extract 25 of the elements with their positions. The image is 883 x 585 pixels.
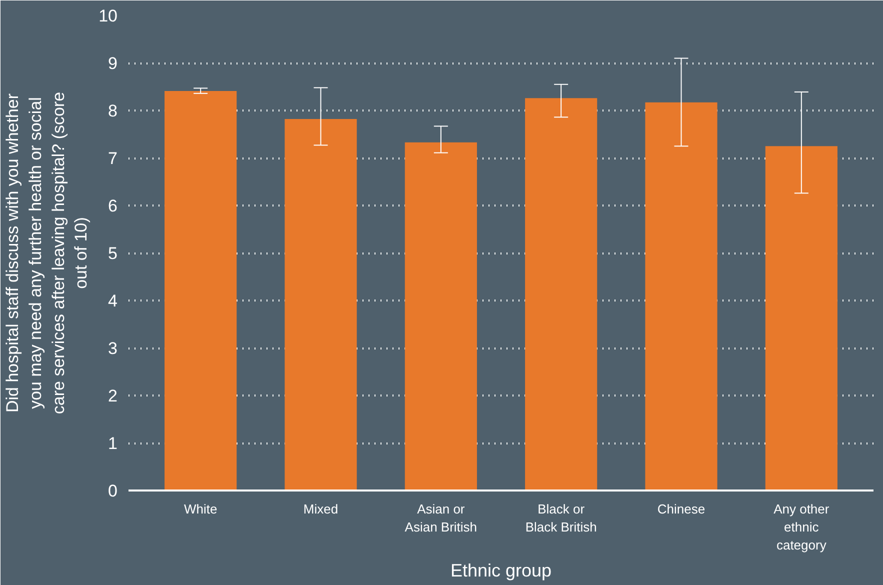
- y-tick-label: 0: [108, 482, 118, 500]
- bar: [404, 142, 477, 490]
- y-tick-label: 1: [108, 434, 118, 453]
- x-tick-label: Mixed: [303, 502, 338, 516]
- bar: [765, 146, 838, 490]
- y-tick-label: 10: [98, 6, 118, 26]
- y-tick-label: 2: [108, 386, 118, 406]
- x-tick-label: Asian or Asian British: [404, 502, 478, 534]
- x-axis-title: Ethnic group: [450, 560, 552, 580]
- y-axis-title: Did hospital staff discuss with you whether you may need any further health or social care services after leaving hospital? (score out of 10): [3, 92, 91, 414]
- y-tick-label: 4: [108, 292, 118, 310]
- bar: [525, 98, 598, 490]
- y-tick-label: 8: [108, 102, 118, 120]
- y-tick-label: 5: [108, 244, 118, 263]
- y-tick-label: 6: [108, 196, 118, 216]
- y-tick-label: 9: [108, 54, 118, 73]
- y-tick-label: 3: [108, 339, 118, 358]
- y-tick-label: 7: [108, 149, 118, 168]
- x-tick-label: Chinese: [657, 502, 706, 516]
- bar: [284, 119, 357, 490]
- bar: [645, 102, 718, 490]
- x-tick-label: Black or Black British: [525, 502, 597, 534]
- x-tick-label: White: [184, 502, 218, 516]
- bar: [164, 91, 237, 490]
- x-tick-label: Any other ethnic category: [774, 502, 830, 552]
